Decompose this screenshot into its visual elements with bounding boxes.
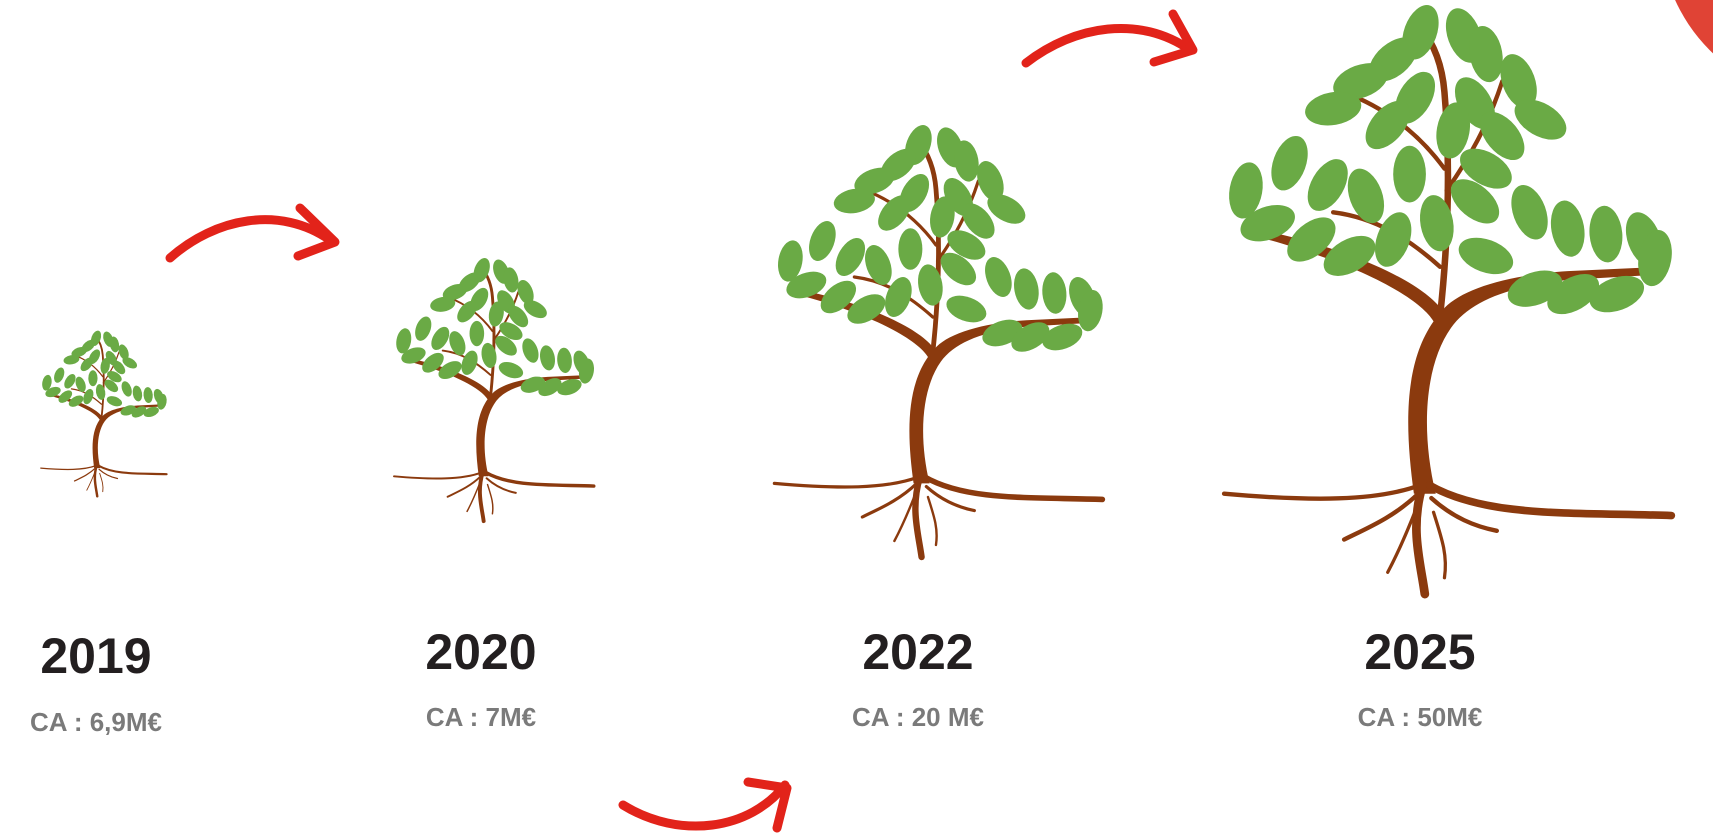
- revenue: CA : 6,9M€: [30, 707, 162, 737]
- tree: [1224, 0, 1676, 594]
- tree: [41, 329, 168, 496]
- year: 2020: [425, 624, 536, 680]
- stages: 2019 CA : 6,9M€ 2020 CA : 7M€ 2022 CA : 20 M€…: [30, 0, 1676, 737]
- year: 2022: [862, 624, 973, 680]
- revenue: CA : 50M€: [1358, 702, 1483, 732]
- revenue: CA : 20 M€: [852, 702, 984, 732]
- tree: [774, 121, 1105, 557]
- year: 2025: [1364, 624, 1475, 680]
- corner-circle: [1660, 0, 1713, 100]
- revenue: CA : 7M€: [426, 702, 536, 732]
- growth-infographic: 2019 CA : 6,9M€ 2020 CA : 7M€ 2022 CA : 20 M€…: [0, 0, 1713, 835]
- page: 2019 CA : 6,9M€ 2020 CA : 7M€ 2022 CA : 20 M€…: [0, 0, 1713, 835]
- tree: [394, 256, 596, 521]
- year: 2019: [40, 628, 151, 684]
- arrow: [623, 785, 785, 826]
